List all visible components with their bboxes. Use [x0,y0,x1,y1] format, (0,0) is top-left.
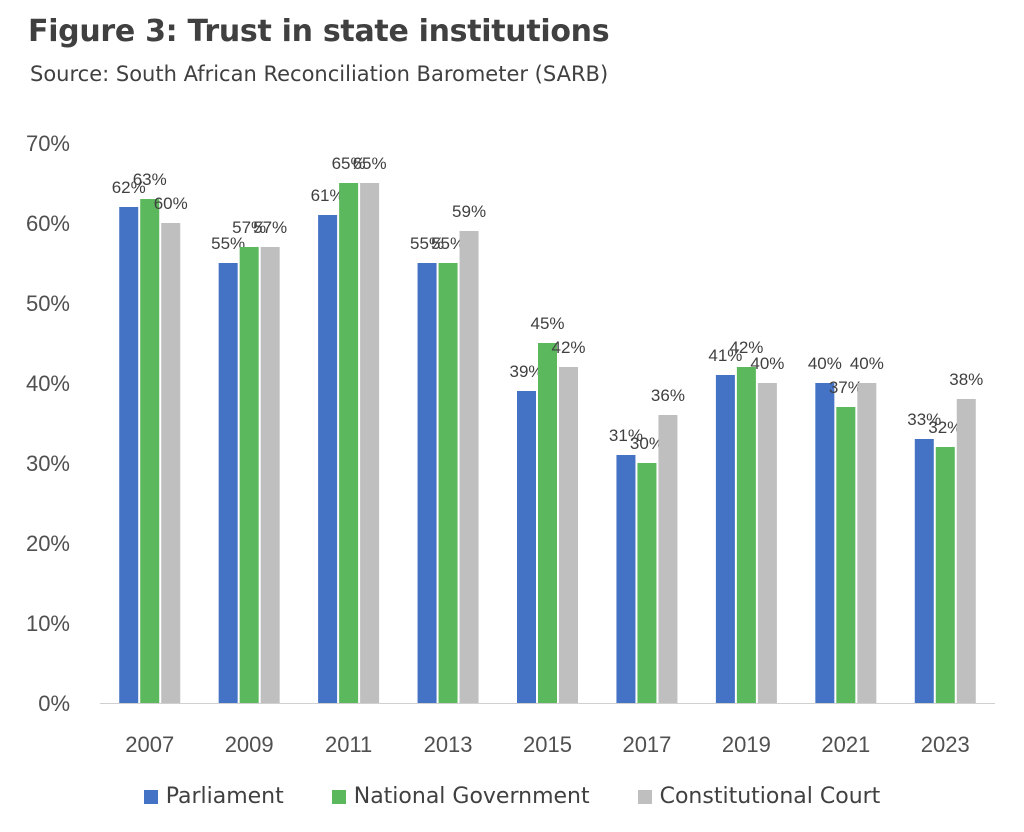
legend-swatch-national-government [331,789,346,804]
x-tick-label: 2019 [722,732,771,757]
bar-constitutional-court-2009 [260,247,280,703]
legend-swatch-parliament [143,789,158,804]
legend-label-national-government: National Government [353,784,590,809]
bar-national-government-2015 [538,343,557,703]
bar-parliament-2021 [815,383,835,703]
legend-item-parliament: Parliament [143,784,284,809]
x-tick-label: 2021 [821,732,870,757]
data-label: 55% [431,234,465,253]
data-label: 30% [630,434,664,453]
data-label: 62% [112,178,146,197]
y-tick-label: 10% [26,611,70,636]
data-label: 63% [133,170,167,189]
y-tick-label: 60% [26,211,70,236]
data-label: 41% [708,346,742,365]
y-tick-label: 30% [26,451,70,476]
bar-constitutional-court-2007 [161,223,181,703]
legend-label-parliament: Parliament [165,784,284,809]
bar-constitutional-court-2023 [956,399,976,703]
legend-swatch-constitutional-court [637,789,652,804]
data-label: 42% [551,338,585,357]
data-label: 38% [949,370,983,389]
bar-parliament-2009 [218,263,238,703]
legend-item-national-government: National Government [331,784,590,809]
bar-national-government-2009 [239,247,259,703]
data-label: 45% [530,314,564,333]
data-label: 61% [311,186,345,205]
bar-national-government-2019 [736,367,756,703]
data-label: 42% [729,338,763,357]
bar-constitutional-court-2017 [658,415,678,703]
bar-constitutional-court-2011 [360,183,380,703]
bar-constitutional-court-2013 [459,231,479,703]
x-tick-label: 2007 [125,732,174,757]
data-label: 59% [452,202,486,221]
data-label: 39% [509,362,543,381]
data-label: 55% [211,234,245,253]
legend: Parliament National Government Constitut… [0,784,1024,809]
y-tick-label: 70% [26,131,70,156]
data-label: 40% [808,354,842,373]
bar-parliament-2015 [517,391,536,703]
data-label: 65% [353,154,387,173]
y-tick-label: 50% [26,291,70,316]
y-tick-label: 40% [26,371,70,396]
bar-national-government-2007 [140,199,160,703]
bar-national-government-2021 [836,407,856,703]
bar-constitutional-court-2019 [757,383,777,703]
bar-parliament-2007 [119,207,139,703]
data-label: 57% [253,218,287,237]
x-tick-label: 2023 [921,732,970,757]
y-tick-label: 0% [38,691,70,716]
data-label: 33% [907,410,941,429]
data-label: 40% [850,354,884,373]
bar-national-government-2013 [438,263,458,703]
legend-item-constitutional-court: Constitutional Court [637,784,881,809]
bar-parliament-2023 [914,439,934,703]
data-label: 40% [750,354,784,373]
y-tick-label: 20% [26,531,70,556]
bar-parliament-2013 [417,263,437,703]
bar-constitutional-court-2015 [559,367,578,703]
data-label: 32% [928,418,962,437]
bar-parliament-2019 [715,375,735,703]
data-label: 65% [332,154,366,173]
bar-national-government-2023 [935,447,955,703]
data-label: 31% [609,426,643,445]
x-tick-label: 2013 [424,732,473,757]
data-label: 36% [651,386,685,405]
bar-national-government-2011 [339,183,359,703]
chart-subtitle: Source: South African Reconciliation Bar… [30,62,609,86]
data-label: 57% [232,218,266,237]
x-tick-label: 2009 [225,732,274,757]
bar-national-government-2017 [637,463,657,703]
bar-parliament-2017 [616,455,636,703]
x-tick-label: 2011 [325,732,372,757]
x-tick-label: 2015 [523,732,572,757]
data-label: 37% [829,378,863,397]
x-tick-label: 2017 [622,732,671,757]
bar-parliament-2011 [318,215,338,703]
data-label: 60% [154,194,188,213]
data-label: 55% [410,234,444,253]
chart-title: Figure 3: Trust in state institutions [28,14,610,49]
bar-constitutional-court-2021 [857,383,877,703]
legend-label-constitutional-court: Constitutional Court [659,784,881,809]
